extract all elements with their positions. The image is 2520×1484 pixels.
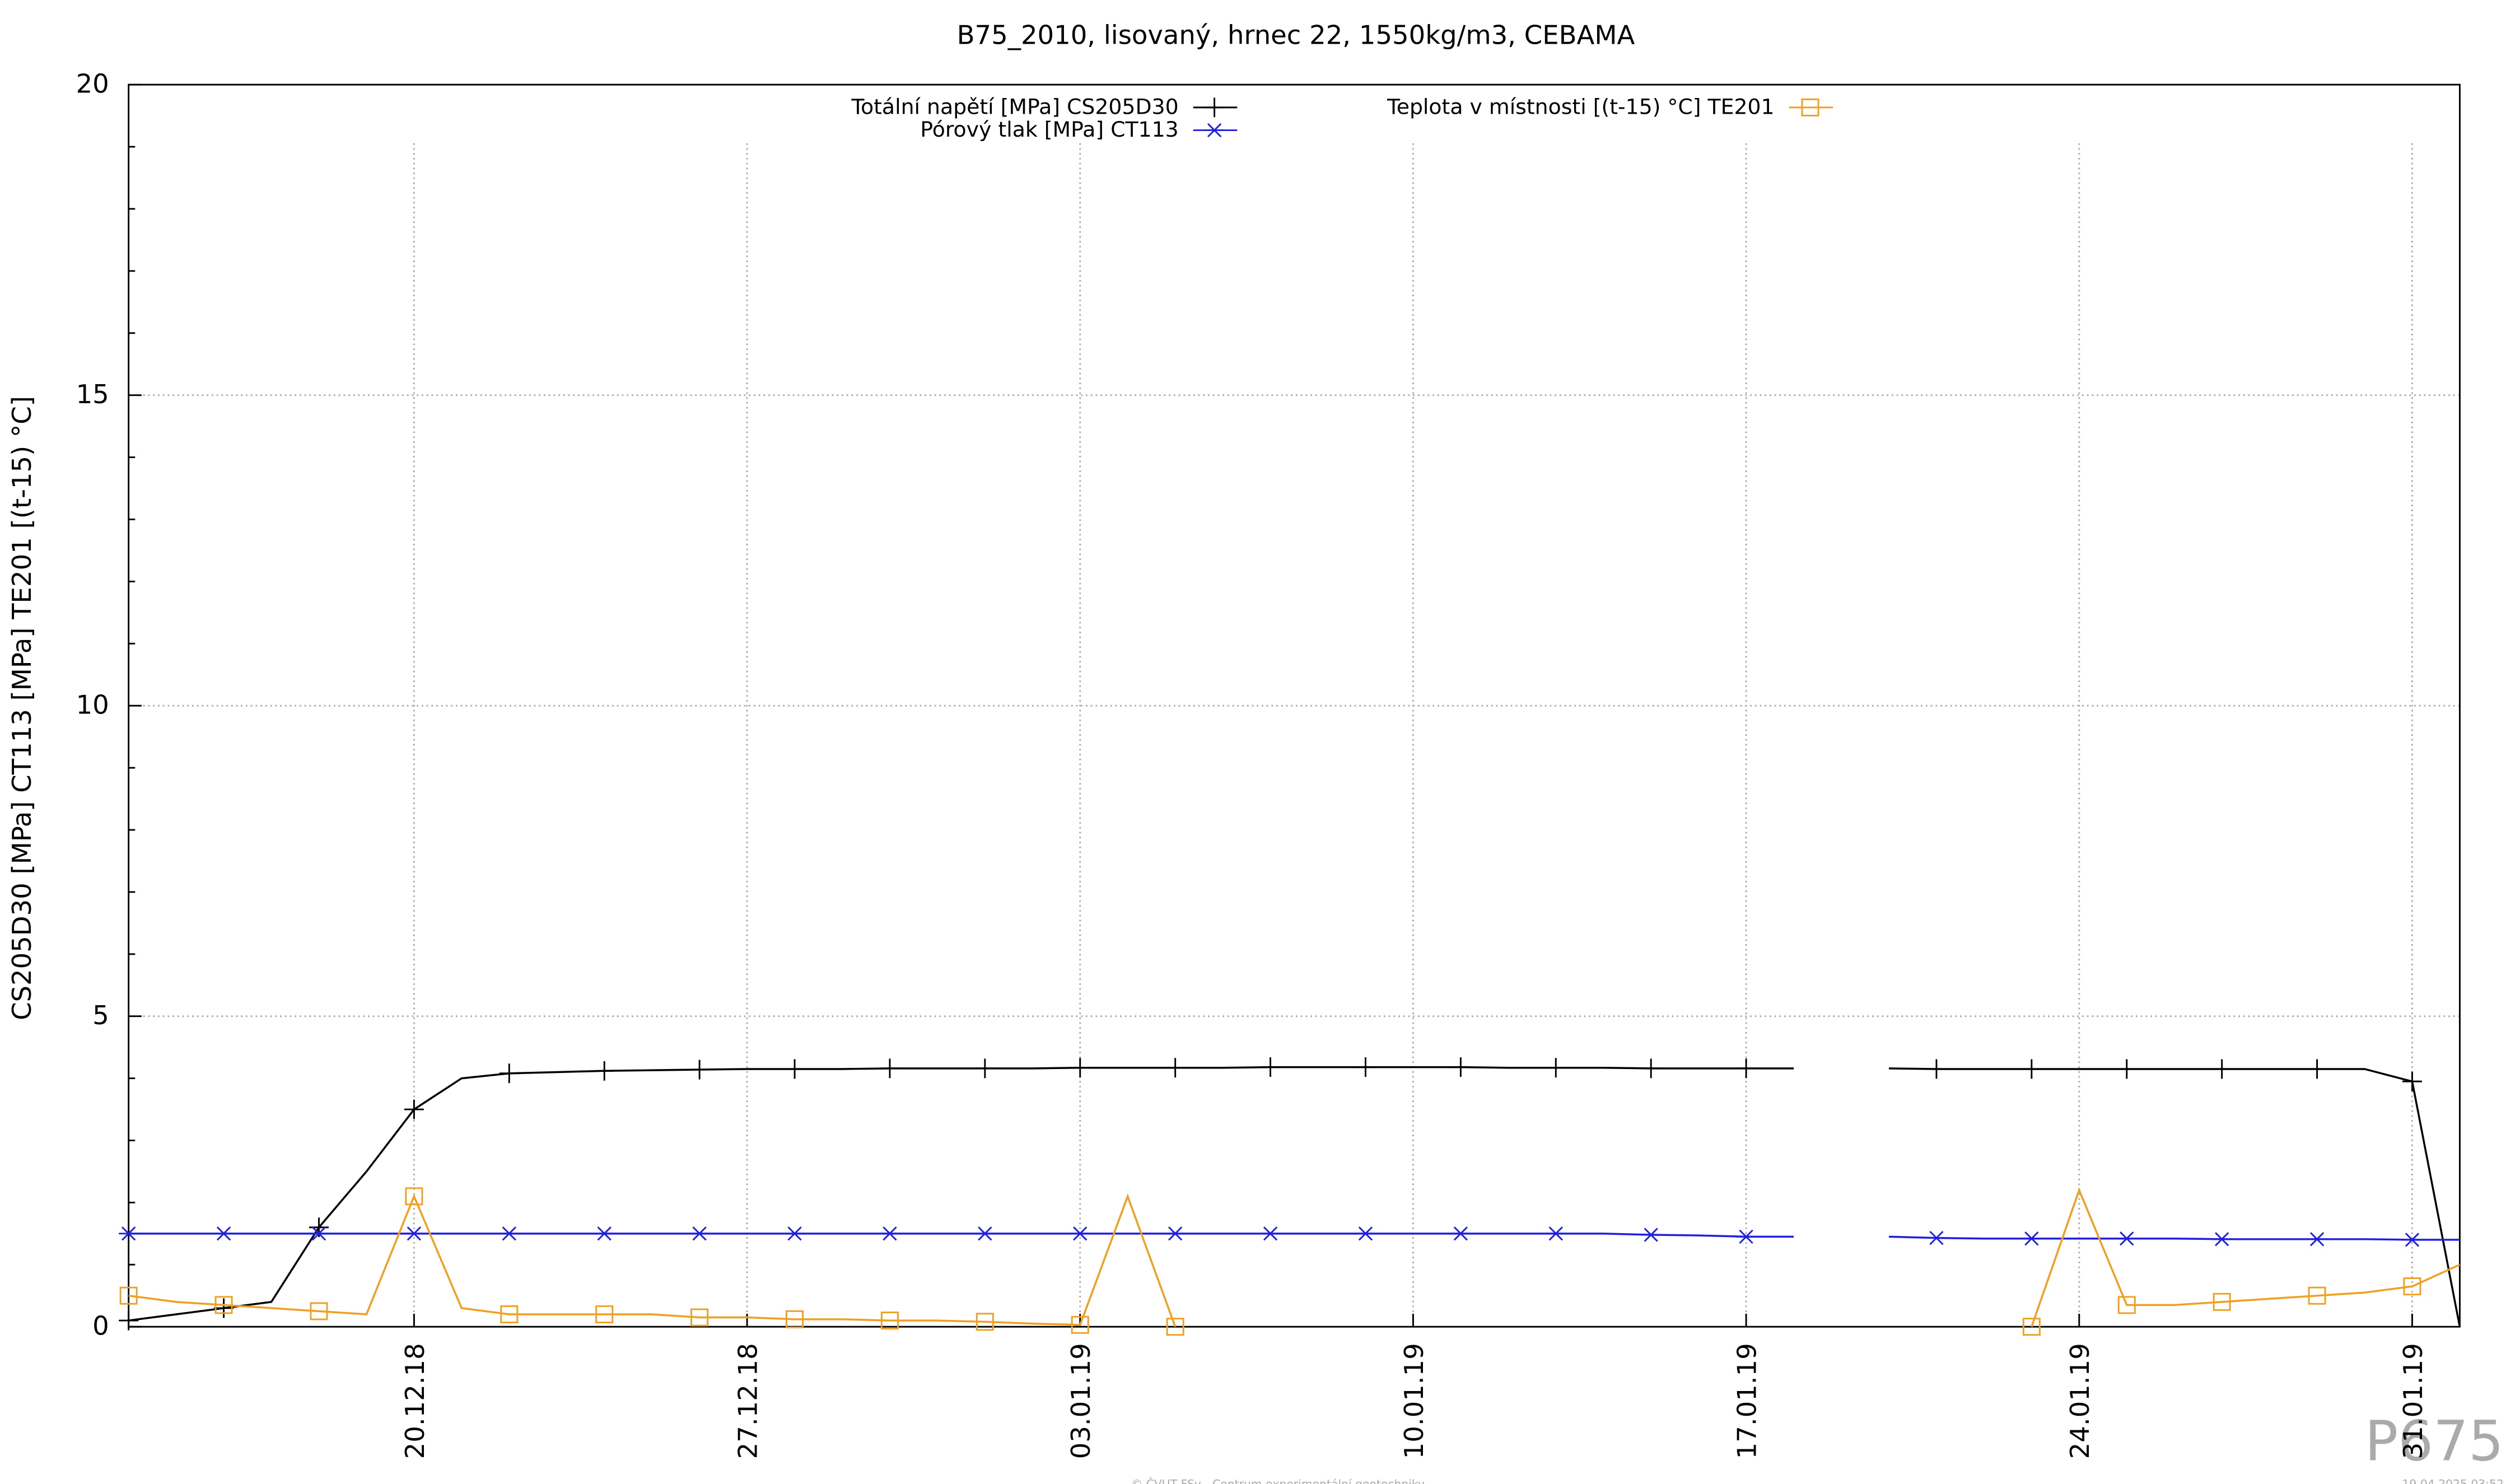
marker (405, 1187, 423, 1206)
marker (309, 1226, 329, 1241)
marker (1165, 1226, 1186, 1241)
marker (499, 1063, 519, 1084)
marker (1450, 1226, 1471, 1241)
marker (2403, 1277, 2421, 1296)
marker (880, 1226, 900, 1241)
marker (2213, 1292, 2231, 1311)
marker (2307, 1232, 2327, 1247)
x-tick-label: 31.01.19 (2398, 1343, 2428, 1459)
marker (880, 1058, 900, 1079)
marker (785, 1059, 805, 1079)
y-tick-label: 0 (92, 1311, 109, 1341)
y-tick-label: 20 (76, 69, 109, 99)
marker (499, 1226, 519, 1241)
x-tick-label: 27.12.18 (733, 1343, 763, 1459)
marker (1801, 98, 1819, 116)
legend-label: Totální napětí [MPa] CS205D30 (851, 94, 1178, 119)
marker (2022, 1231, 2042, 1246)
marker (2117, 1059, 2137, 1079)
series-line (128, 1187, 2461, 1327)
series-line (128, 1066, 2461, 1327)
marker (119, 1286, 138, 1305)
marker (1261, 1226, 1281, 1241)
marker (1926, 1230, 1947, 1245)
marker (1205, 123, 1225, 138)
y-axis-label: CS205D30 [MPa] CT113 [MPa] TE201 [(t-15)… (7, 396, 37, 1020)
marker (975, 1058, 995, 1079)
marker (214, 1298, 234, 1318)
marker (2308, 1286, 2326, 1305)
marker (595, 1305, 614, 1323)
marker (880, 1312, 899, 1330)
marker (1071, 1315, 1089, 1334)
x-tick-label: 17.01.19 (1732, 1343, 1762, 1459)
marker (1736, 1058, 1756, 1079)
marker (2117, 1296, 2136, 1314)
marker (1641, 1228, 1661, 1242)
legend-label: Pórový tlak [MPa] CT113 (920, 117, 1178, 142)
marker (1070, 1226, 1090, 1241)
y-tick-label: 5 (92, 1000, 109, 1030)
marker (1736, 1229, 1756, 1244)
watermark: P675 (2365, 1410, 2504, 1474)
marker (975, 1226, 995, 1241)
marker (1450, 1057, 1471, 1077)
marker (2212, 1232, 2232, 1247)
marker (690, 1308, 709, 1327)
marker (976, 1313, 994, 1331)
marker (689, 1060, 710, 1080)
footer: © ČVUT FSv - Centrum experimentální geot… (1131, 1477, 1425, 1484)
marker (1166, 1318, 1184, 1336)
marker (500, 1305, 519, 1323)
marker (786, 1310, 804, 1328)
marker (404, 1099, 424, 1119)
marker (2117, 1231, 2137, 1246)
marker (1926, 1059, 1947, 1079)
marker (214, 1226, 234, 1241)
marker (1165, 1058, 1186, 1078)
marker (689, 1226, 710, 1241)
marker (594, 1061, 614, 1081)
marker (1546, 1226, 1566, 1241)
marker (1261, 1057, 1281, 1077)
marker (2402, 1071, 2422, 1091)
marker (404, 1226, 424, 1241)
marker (119, 1310, 139, 1331)
marker (1356, 1057, 1375, 1077)
marker (2022, 1318, 2041, 1336)
marker (1070, 1058, 1090, 1078)
y-tick-label: 15 (76, 379, 109, 409)
marker (785, 1226, 805, 1241)
marker (1356, 1226, 1375, 1241)
marker (1641, 1058, 1661, 1079)
marker (594, 1226, 614, 1241)
marker (214, 1296, 233, 1314)
timestamp: 19.04.2025 03:52 (2402, 1477, 2503, 1484)
x-tick-label: 24.01.19 (2065, 1343, 2095, 1459)
marker (2212, 1059, 2232, 1079)
x-tick-label: 20.12.18 (400, 1343, 430, 1459)
marker (2402, 1233, 2422, 1247)
chart-title: B75_2010, lisovaný, hrnec 22, 1550kg/m3,… (957, 20, 1635, 50)
marker (310, 1302, 328, 1320)
plot-frame (128, 83, 2461, 1328)
marker (2022, 1059, 2042, 1079)
marker (1546, 1058, 1566, 1078)
marker (119, 1226, 139, 1241)
marker (2307, 1059, 2327, 1079)
legend-label: Teplota v místnosti [(t-15) °C] TE201 (1387, 94, 1775, 119)
y-tick-label: 10 (76, 690, 109, 720)
x-tick-label: 10.01.19 (1399, 1343, 1429, 1459)
x-tick-label: 03.01.19 (1066, 1343, 1096, 1459)
marker (1205, 97, 1225, 118)
